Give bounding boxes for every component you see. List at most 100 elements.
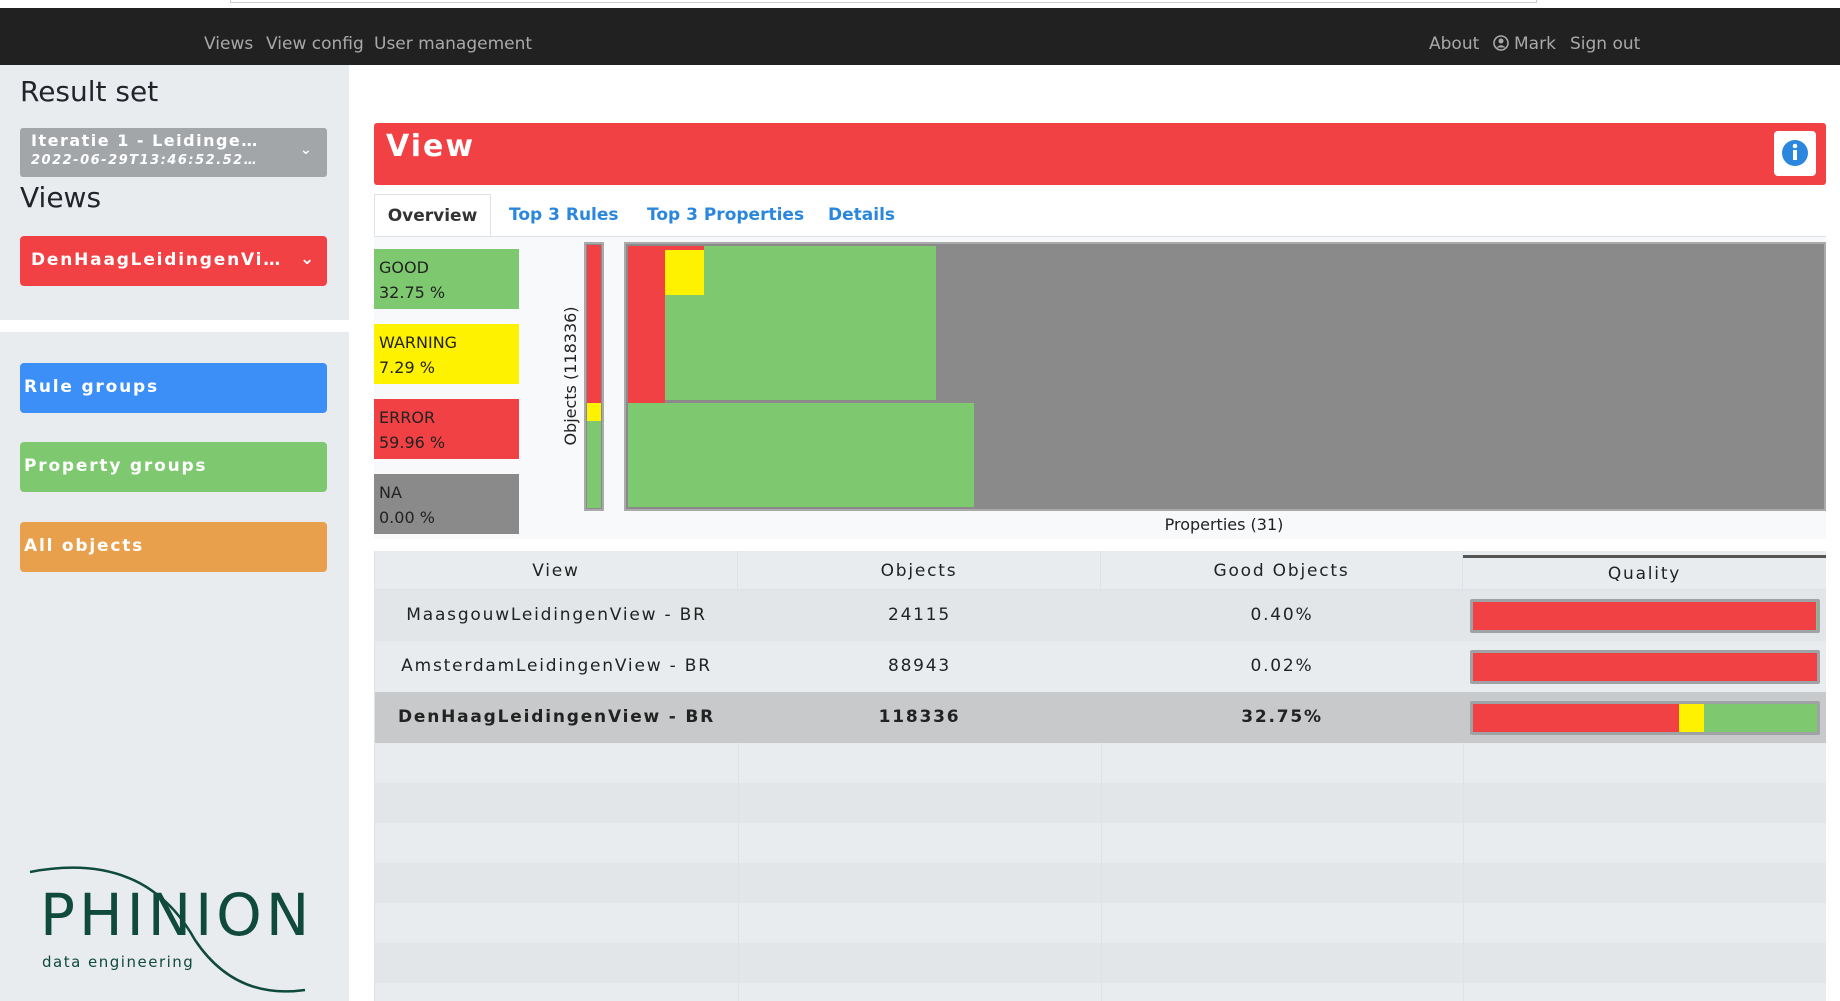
table-cell: DenHaagLeidingenView - BR	[397, 707, 716, 727]
result-date: 2022-06-29T13:46:52.52…	[31, 153, 259, 168]
nav-link[interactable]: User management	[374, 34, 533, 54]
legend-value: 32.75 %	[379, 283, 446, 302]
heading: Result set	[20, 75, 159, 108]
heading: Views	[20, 181, 102, 214]
column-divider	[738, 943, 739, 983]
table-cell: 0.02%	[1250, 656, 1314, 676]
y-axis-label: Objects (118336)	[561, 306, 580, 445]
chevron: ⌄	[300, 249, 317, 269]
tab-line	[374, 236, 1826, 237]
column-divider	[1101, 943, 1102, 983]
quality-bar	[1470, 701, 1820, 735]
nav-link[interactable]: About	[1429, 34, 1480, 54]
empty-row	[375, 743, 1826, 783]
logo-tagline: data engineering	[42, 953, 194, 971]
nav-link[interactable]: Sign out	[1570, 34, 1641, 54]
quality-segment	[1473, 602, 1816, 630]
column-divider	[1463, 783, 1464, 823]
column-divider	[1101, 983, 1102, 1001]
legend-box: WARNING 7.29 %	[374, 324, 519, 384]
table-cell: 24115	[887, 605, 952, 625]
result-set-dropdown[interactable]: Iteratie 1 - Leidinge… 2022-06-29T13:46:…	[20, 128, 327, 177]
table-cell: 32.75%	[1241, 707, 1323, 727]
result-name: Iteratie 1 - Leidinge…	[31, 131, 259, 150]
empty-row	[375, 943, 1826, 983]
table-cell: MaasgouwLeidingenView - BR	[406, 605, 707, 625]
column-divider	[738, 903, 739, 943]
column-header: Quality	[1463, 555, 1826, 590]
empty-row	[375, 983, 1826, 1001]
quality-segment	[1473, 653, 1817, 681]
legend-label: NA	[379, 483, 402, 502]
heatmap: Objects (118336) Properties (31)	[561, 242, 1826, 534]
quality-bar	[1470, 650, 1820, 684]
table-cell: AmsterdamLeidingenView - BR	[401, 656, 712, 676]
column-divider	[1101, 743, 1102, 783]
column-divider	[738, 743, 739, 783]
nav-button[interactable]: Rule groups	[20, 363, 327, 413]
quality-segment	[1473, 704, 1680, 732]
view-table: View Objects Good Objects Quality MaasgouwLe…	[374, 551, 1826, 1001]
quality-segment	[1815, 602, 1817, 630]
quality-bar	[1470, 599, 1820, 633]
legend-label: ERROR	[379, 408, 436, 427]
column-divider	[738, 863, 739, 903]
column-header: Good Objects	[1101, 551, 1463, 590]
column-divider	[1101, 823, 1102, 863]
nav-button[interactable]: Property groups	[20, 442, 327, 492]
column-divider	[738, 783, 739, 823]
table-row: MaasgouwLeidingenView - BR 24115 0.40%	[375, 590, 1826, 641]
legend-value: 59.96 %	[379, 433, 446, 452]
logo: PHINION data engineering	[29, 866, 313, 993]
view-title: View	[386, 129, 476, 164]
empty-row	[375, 903, 1826, 943]
legend-box: NA 0.00 %	[374, 474, 519, 534]
table-cell: 0.40%	[1250, 605, 1314, 625]
legend-value: 7.29 %	[379, 358, 435, 377]
table-cell: 118336	[878, 707, 961, 727]
logo-name: PHINION	[40, 881, 313, 949]
legend-label: WARNING	[379, 333, 458, 352]
table-row: AmsterdamLeidingenView - BR 88943 0.02%	[375, 641, 1826, 692]
nav-link[interactable]: View config	[266, 34, 364, 54]
column-header: Objects	[738, 551, 1101, 590]
nav-link[interactable]: Mark	[1514, 34, 1556, 54]
legend-label: GOOD	[379, 258, 429, 277]
x-axis-label: Properties (31)	[1165, 515, 1284, 534]
tab[interactable]: Top 3 Rules	[509, 205, 619, 225]
table-cell: 88943	[887, 656, 952, 676]
column-divider	[1463, 823, 1464, 863]
quality-segment	[1679, 704, 1705, 732]
column-divider	[1463, 743, 1464, 783]
empty-row	[375, 823, 1826, 863]
quality-segment	[1704, 704, 1817, 732]
tab[interactable]: Details	[828, 205, 896, 225]
divider	[0, 320, 349, 332]
empty-row	[375, 863, 1826, 903]
column-divider	[738, 823, 739, 863]
column-divider	[1463, 863, 1464, 903]
table-row: DenHaagLeidingenView - BR 118336 32.75%	[375, 692, 1826, 743]
column-divider	[1101, 863, 1102, 903]
nav-link[interactable]: Views	[204, 34, 254, 54]
info-button[interactable]	[1774, 131, 1816, 176]
chevron: ⌄	[300, 142, 314, 158]
column-divider	[1101, 903, 1102, 943]
column-divider	[1463, 983, 1464, 1001]
column-divider	[1463, 903, 1464, 943]
view-dropdown[interactable]: DenHaagLeidingenVi… ⌄	[20, 236, 327, 286]
nav-button[interactable]: All objects	[20, 522, 327, 572]
column-divider	[738, 983, 739, 1001]
column-divider	[1101, 783, 1102, 823]
view-header: View	[374, 123, 1826, 185]
legend-value: 0.00 %	[379, 508, 435, 527]
column-divider	[1463, 943, 1464, 983]
tab[interactable]: Overview	[374, 194, 491, 236]
column-header: View	[375, 551, 738, 590]
user-icon	[1493, 35, 1509, 51]
search-edge	[230, 0, 1537, 3]
empty-row	[375, 783, 1826, 823]
tab[interactable]: Top 3 Properties	[647, 205, 805, 225]
legend-box: GOOD 32.75 %	[374, 249, 519, 309]
